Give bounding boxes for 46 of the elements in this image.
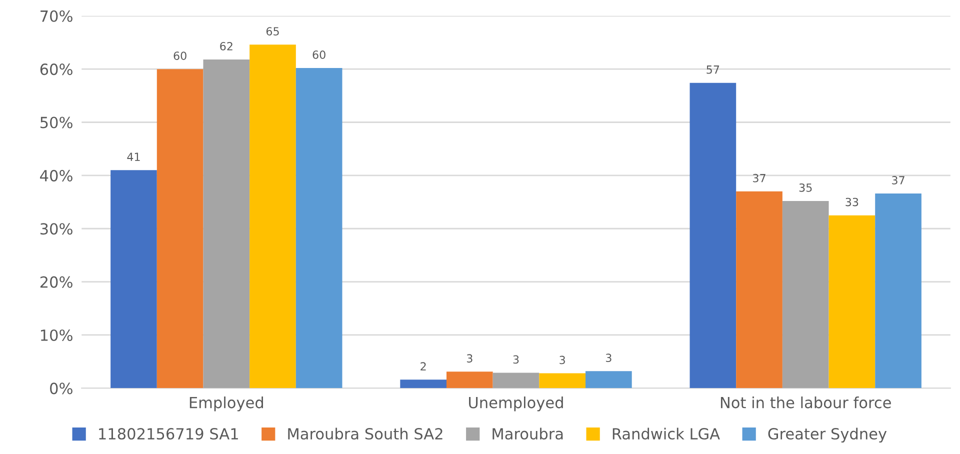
legend-label: Randwick LGA (612, 428, 720, 440)
y-tick-label: 10% (40, 329, 72, 342)
y-tick-label: 40% (40, 170, 72, 182)
bar (110, 170, 157, 388)
bar (828, 215, 876, 388)
y-tick-label: 60% (40, 64, 72, 76)
data-label: 60 (312, 50, 326, 59)
data-label: 60 (174, 52, 186, 60)
bar (586, 371, 632, 388)
bar (250, 44, 296, 388)
legend-label: Maroubra South SA2 (288, 428, 442, 440)
legend-label: Maroubra (492, 428, 563, 440)
y-tick-label: 0% (50, 382, 72, 394)
bar (690, 82, 736, 388)
data-label: 2 (420, 362, 426, 370)
data-label: 33 (846, 198, 858, 206)
data-label: 37 (753, 174, 766, 182)
legend-label: 11802156719 SA1 (99, 428, 238, 440)
bar (492, 372, 540, 388)
data-label: 3 (466, 354, 472, 363)
bar (782, 200, 829, 388)
y-tick-label: 70% (40, 10, 72, 22)
bar (446, 372, 493, 388)
bar (875, 194, 922, 388)
bar (203, 60, 250, 388)
bar (156, 69, 204, 388)
bar (296, 68, 342, 388)
y-tick-label: 30% (40, 223, 72, 235)
legend-label: Greater Sydney (768, 428, 887, 443)
x-tick-label: Employed (190, 396, 263, 412)
data-label: 37 (892, 176, 904, 184)
data-label: 62 (220, 42, 232, 50)
bar (539, 373, 586, 388)
y-tick-label: 20% (40, 276, 72, 288)
data-label: 57 (706, 66, 720, 74)
data-label: 41 (127, 152, 140, 161)
data-label: 3 (513, 355, 519, 364)
x-tick-label: Not in the labour force (720, 396, 891, 408)
data-label: 65 (266, 27, 279, 36)
bar (736, 191, 782, 388)
data-label: 3 (560, 356, 565, 364)
x-tick-label: Unemployed (469, 396, 563, 412)
data-label: 35 (799, 183, 812, 192)
data-label: 3 (606, 354, 612, 362)
y-tick-label: 50% (40, 116, 72, 128)
bar (400, 380, 446, 388)
